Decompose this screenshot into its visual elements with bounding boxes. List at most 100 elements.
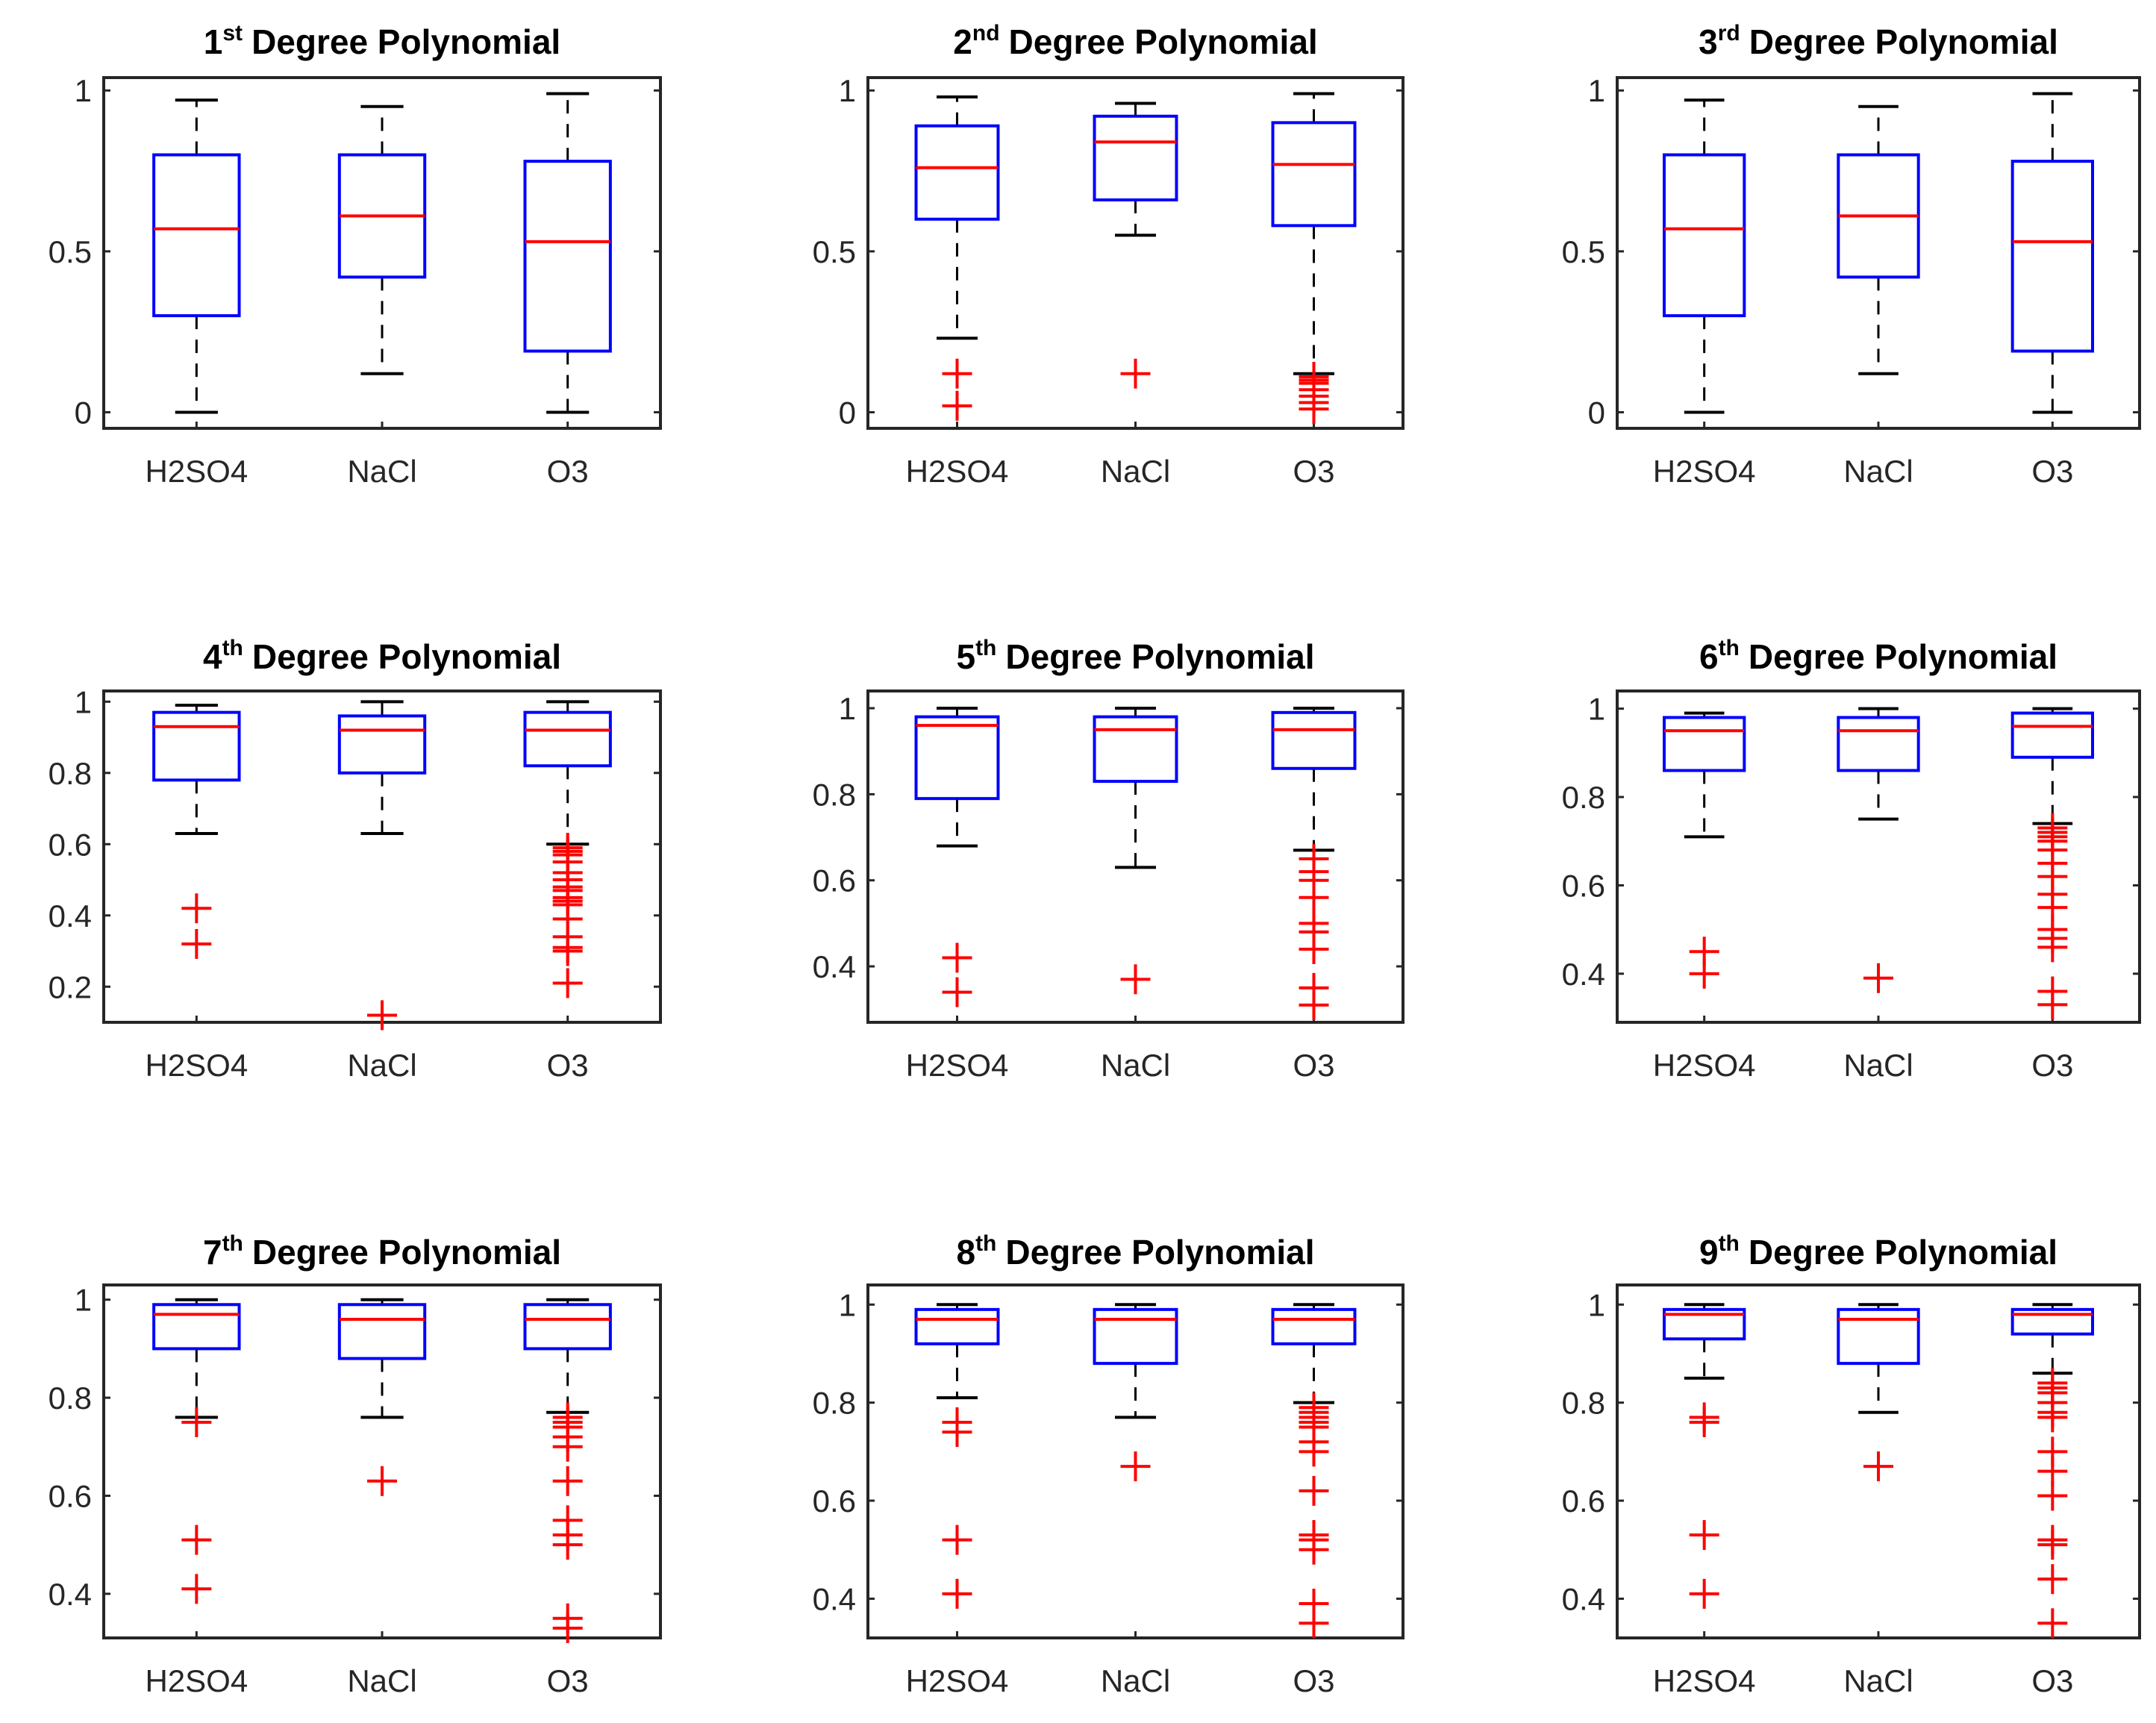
outlier-marker (1689, 1407, 1719, 1437)
x-tick-label: H2SO4 (145, 1048, 248, 1083)
y-tick-label: 0.5 (813, 234, 856, 269)
outlier-marker (181, 928, 212, 959)
iqr-box (1271, 1307, 1357, 1345)
outlier-marker (1689, 1520, 1719, 1551)
y-tick-label: 0.4 (49, 1577, 92, 1612)
y-tick-label: 0.8 (1562, 1386, 1605, 1421)
box-o3 (523, 92, 612, 414)
y-tick-label: 0 (839, 395, 856, 430)
panel-title: 8th Degree Polynomial (956, 1231, 1314, 1272)
x-tick-label: NaCl (1843, 1663, 1913, 1698)
x-tick-label: NaCl (1843, 454, 1913, 489)
boxplot-panel: 5th Degree Polynomial 0.4 0.6 0.8 1 H2SO4 NaCl O… (813, 636, 1404, 1083)
title-superscript: th (222, 636, 243, 660)
box-nacl (1093, 101, 1178, 389)
outlier-marker (1299, 1534, 1329, 1565)
outlier-marker (367, 1000, 397, 1031)
iqr-box (1837, 1307, 1920, 1366)
box-h2so4 (152, 98, 241, 414)
boxplot-panel: 4th Degree Polynomial 0.2 0.4 0.6 0.8 1 H2SO4 Na… (49, 636, 662, 1083)
y-tick-label: 0.2 (49, 969, 92, 1004)
outlier-marker (1299, 1475, 1329, 1506)
boxplot-panel: 6th Degree Polynomial 0.4 0.6 0.8 1 H2SO4 NaCl O… (1562, 636, 2141, 1083)
x-tick-label: H2SO4 (906, 1663, 1009, 1698)
y-tick-label: 0.6 (813, 863, 856, 898)
box-h2so4 (152, 1298, 241, 1604)
outlier-marker (2037, 1402, 2068, 1433)
outlier-marker (2037, 932, 2068, 963)
outlier-marker (1299, 1436, 1329, 1467)
box-h2so4 (1663, 711, 1746, 989)
title-number: 8 (956, 1233, 975, 1272)
outlier-marker (552, 1613, 583, 1643)
outlier-marker (552, 936, 583, 966)
y-tick-label: 0 (75, 395, 92, 430)
title-number: 2 (953, 22, 972, 61)
outlier-marker (1120, 358, 1151, 389)
y-tick-label: 1 (75, 684, 92, 719)
panel-title: 4th Degree Polynomial (203, 636, 561, 676)
title-text: Degree Polynomial (1749, 637, 2057, 676)
title-number: 1 (204, 22, 223, 61)
outlier-marker (367, 1466, 397, 1496)
iqr-box (1271, 121, 1357, 228)
y-tick-label: 1 (839, 1287, 856, 1322)
iqr-box (1663, 153, 1746, 318)
x-tick-label: NaCl (1843, 1048, 1913, 1083)
title-text: Degree Polynomial (252, 637, 561, 676)
x-tick-label: H2SO4 (906, 1048, 1009, 1083)
iqr-box (1093, 114, 1178, 201)
boxplot-panel: 7th Degree Polynomial 0.4 0.6 0.8 1 H2SO4 NaCl O… (49, 1231, 662, 1698)
outlier-marker (181, 1525, 212, 1555)
box-nacl (337, 700, 427, 1031)
y-tick-label: 0.8 (49, 756, 92, 791)
title-text: Degree Polynomial (251, 22, 560, 61)
y-tick-label: 0.4 (1562, 1581, 1605, 1616)
outlier-marker (942, 390, 972, 421)
outlier-marker (1299, 934, 1329, 964)
title-number: 7 (203, 1233, 222, 1272)
title-text: Degree Polynomial (1009, 22, 1318, 61)
box-nacl (1837, 104, 1920, 375)
x-tick-label: NaCl (347, 454, 416, 489)
y-tick-label: 0 (1588, 395, 1605, 430)
panel-title: 1st Degree Polynomial (204, 21, 560, 61)
title-superscript: th (975, 636, 996, 660)
title-text: Degree Polynomial (1005, 1233, 1314, 1272)
x-tick-label: NaCl (1101, 1663, 1170, 1698)
title-text: Degree Polynomial (1749, 22, 2058, 61)
x-tick-label: O3 (547, 1663, 589, 1698)
outlier-marker (2037, 1480, 2068, 1511)
outlier-marker (181, 1407, 212, 1437)
iqr-box (1663, 716, 1746, 772)
x-tick-label: O3 (2031, 1663, 2073, 1698)
x-tick-label: NaCl (1101, 454, 1170, 489)
box-o3 (2010, 92, 2095, 414)
iqr-box (152, 1303, 241, 1351)
x-tick-label: NaCl (347, 1048, 416, 1083)
y-tick-label: 0.6 (49, 1478, 92, 1513)
x-tick-label: O3 (2031, 1048, 2073, 1083)
outlier-marker (942, 977, 972, 1007)
box-o3 (2010, 707, 2095, 1020)
y-tick-label: 0.6 (813, 1483, 856, 1519)
title-superscript: th (975, 1231, 996, 1256)
iqr-box (1093, 715, 1178, 784)
outlier-marker (2037, 989, 2068, 1020)
x-tick-label: H2SO4 (906, 454, 1009, 489)
iqr-box (1837, 716, 1920, 772)
box-o3 (2010, 1303, 2095, 1639)
box-h2so4 (1663, 1303, 1746, 1609)
title-number: 6 (1699, 637, 1719, 676)
x-tick-label: O3 (1293, 1048, 1334, 1083)
outlier-marker (552, 1530, 583, 1560)
box-h2so4 (1663, 98, 1746, 414)
y-tick-label: 0.5 (49, 234, 92, 269)
box-o3 (523, 700, 612, 998)
title-number: 5 (956, 637, 975, 676)
box-o3 (1271, 1303, 1357, 1639)
iqr-box (523, 160, 612, 353)
y-tick-label: 0.8 (813, 1386, 856, 1421)
